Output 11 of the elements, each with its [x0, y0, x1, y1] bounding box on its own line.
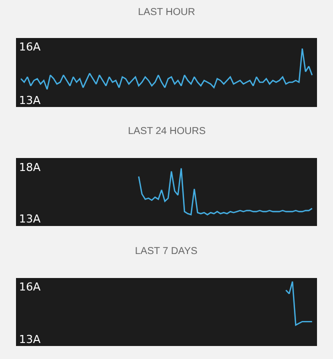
y-tick-label: 13A — [19, 212, 41, 226]
y-tick-label: 13A — [19, 332, 41, 346]
line-series — [138, 168, 313, 216]
y-tick-label: 13A — [19, 94, 41, 107]
chart-title: LAST 24 HOURS — [128, 126, 206, 137]
chart-title: LAST 7 DAYS — [135, 246, 198, 257]
y-tick-label: 18A — [19, 161, 41, 174]
y-tick-label: 16A — [19, 40, 41, 54]
y-tick-label: 16A — [19, 280, 41, 294]
chart-title: LAST HOUR — [138, 7, 196, 18]
line-series — [285, 280, 313, 326]
